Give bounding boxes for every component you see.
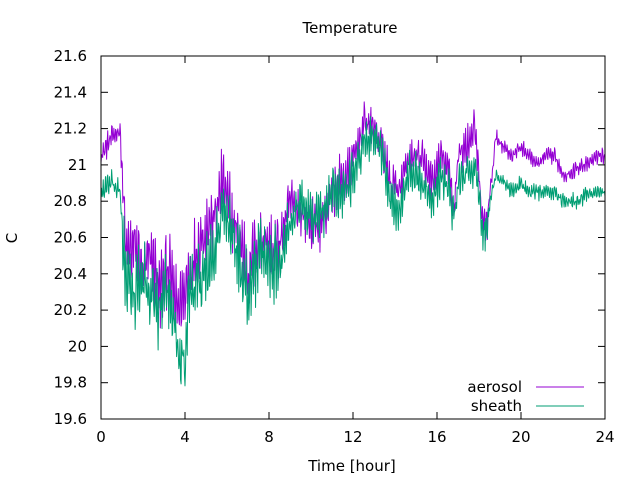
series-line-sheath bbox=[100, 116, 606, 387]
y-tick-label: 21.4 bbox=[54, 83, 87, 101]
y-tick-label: 21.2 bbox=[54, 120, 87, 138]
legend-label-aerosol: aerosol bbox=[467, 378, 522, 396]
series-layer bbox=[100, 101, 606, 387]
y-tick-label: 20.4 bbox=[54, 265, 87, 283]
legend-label-sheath: sheath bbox=[471, 397, 522, 415]
y-tick-label: 20.2 bbox=[54, 301, 87, 319]
x-tick-label: 0 bbox=[96, 428, 106, 446]
legend: aerosol sheath bbox=[467, 378, 584, 415]
ticks-layer: 0 4 8 12 16 20 24 19.6 19.8 20 20.2 20.4 20.6 20.8 21 2… bbox=[54, 47, 615, 446]
y-tick-label: 20.6 bbox=[54, 229, 87, 247]
x-tick-label: 8 bbox=[264, 428, 274, 446]
y-tick-label: 21.6 bbox=[54, 47, 87, 65]
y-axis-label: C bbox=[3, 233, 21, 243]
x-tick-label: 4 bbox=[180, 428, 190, 446]
x-tick-label: 24 bbox=[595, 428, 614, 446]
chart-title: Temperature bbox=[301, 19, 397, 37]
plot-frame bbox=[100, 55, 606, 420]
y-tick-label: 20.8 bbox=[54, 192, 87, 210]
y-tick-label: 21 bbox=[68, 156, 87, 174]
y-tick-label: 19.6 bbox=[54, 410, 87, 428]
x-axis-label: Time [hour] bbox=[307, 457, 396, 475]
series-line-aerosol bbox=[100, 101, 606, 329]
x-tick-label: 16 bbox=[427, 428, 446, 446]
x-tick-label: 20 bbox=[511, 428, 530, 446]
x-tick-label: 12 bbox=[343, 428, 362, 446]
y-tick-label: 19.8 bbox=[54, 374, 87, 392]
y-tick-label: 20 bbox=[68, 337, 87, 355]
